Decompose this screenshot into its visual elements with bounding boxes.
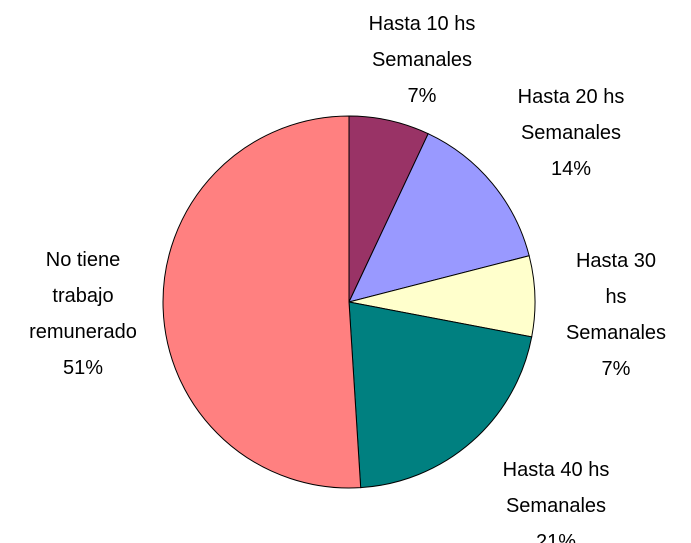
pie-slice xyxy=(162,115,362,489)
value-label: 51% xyxy=(62,357,104,379)
category-label: Hasta 30 hs Semanales xyxy=(565,250,667,344)
category-label: Hasta 20 hs Semanales xyxy=(517,86,625,144)
slice-label: Hasta 10 hs Semanales 7% xyxy=(369,6,476,114)
pie-slice xyxy=(348,133,530,303)
value-label: 21% xyxy=(535,531,577,543)
value-label: 14% xyxy=(550,158,592,180)
slice-label: Hasta 30 hs Semanales 7% xyxy=(566,243,666,387)
slice-label: Hasta 40 hs Semanales 21% xyxy=(503,452,610,543)
category-label: Hasta 40 hs Semanales xyxy=(502,459,610,517)
value-label: 7% xyxy=(601,358,631,380)
value-label: 7% xyxy=(407,85,437,107)
category-label: No tiene trabajo remunerado xyxy=(29,249,137,343)
category-label: Hasta 10 hs Semanales xyxy=(368,13,476,71)
slice-label: Hasta 20 hs Semanales 14% xyxy=(518,79,625,187)
slice-label: No tiene trabajo remunerado 51% xyxy=(29,242,137,386)
pie-slice xyxy=(348,301,533,489)
